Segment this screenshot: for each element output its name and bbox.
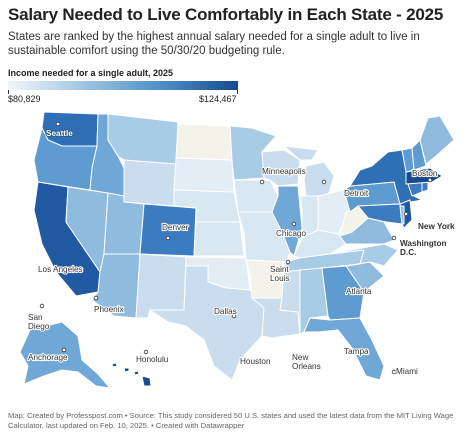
legend-max-label: $124,467 xyxy=(199,94,237,104)
legend-tick-min xyxy=(8,90,9,94)
footer-source-note: Map: Created by Professpost.com • Source… xyxy=(8,411,454,430)
state-delaware[interactable] xyxy=(399,205,405,225)
city-label-dallas: Dallas xyxy=(214,307,237,316)
city-label-houston: Houston xyxy=(240,357,271,366)
city-label-atlanta: Atlanta xyxy=(346,287,372,296)
state-maine[interactable] xyxy=(419,115,455,165)
city-label-detroit: Detroit xyxy=(344,189,369,198)
city-dot-phoenix xyxy=(93,295,99,301)
city-dot-new-york xyxy=(403,211,409,217)
city-label-los-angeles: Los Angeles xyxy=(38,265,83,274)
state-massachusetts[interactable] xyxy=(405,167,443,185)
city-label-denver: Denver xyxy=(162,223,189,232)
city-label-tampa: Tampa xyxy=(344,347,369,356)
city-label-phoenix: Phoenix xyxy=(94,305,124,314)
legend-tick-max xyxy=(237,90,238,94)
chart-title: Salary Needed to Live Comfortably in Eac… xyxy=(8,5,444,24)
chart-subtitle: States are ranked by the highest annual … xyxy=(8,31,420,57)
city-dot-los-angeles xyxy=(63,269,69,275)
city-dot-seattle xyxy=(55,121,61,127)
state-south-dakota[interactable] xyxy=(173,157,235,193)
state-north-carolina[interactable] xyxy=(329,243,399,267)
city-dot-detroit xyxy=(321,179,327,185)
city-dot-houston xyxy=(257,359,263,365)
city-label-seattle: Seattle xyxy=(46,129,73,138)
state-hawaii[interactable] xyxy=(111,362,152,387)
city-dot-new-orleans xyxy=(295,355,301,361)
city-label-miami: Miami xyxy=(396,367,418,376)
city-dot-anchorage xyxy=(61,347,67,353)
city-dot-miami xyxy=(391,369,397,375)
state-north-dakota[interactable] xyxy=(175,123,233,161)
state-alaska[interactable] xyxy=(19,321,111,389)
city-label-minneapolis: Minneapolis xyxy=(262,167,306,176)
city-label-honolulu: Honolulu xyxy=(136,355,169,364)
city-label-chicago: Chicago xyxy=(276,229,306,238)
state-florida[interactable] xyxy=(303,317,385,381)
city-label-saint-louis: Saint Louis xyxy=(270,265,290,283)
city-dot-dallas xyxy=(231,313,237,319)
city-dot-boston xyxy=(427,177,433,183)
state-maryland[interactable] xyxy=(357,203,403,225)
state-new-hampshire[interactable] xyxy=(411,139,427,171)
state-rhode-island[interactable] xyxy=(421,181,429,193)
state-kansas[interactable] xyxy=(193,221,245,257)
city-dot-denver xyxy=(165,235,171,241)
city-dot-minneapolis xyxy=(259,179,265,185)
city-dot-saint-louis xyxy=(285,259,291,265)
state-montana[interactable] xyxy=(107,113,179,165)
city-dot-chicago xyxy=(291,221,297,227)
state-texas[interactable] xyxy=(149,265,265,381)
state-wyoming[interactable] xyxy=(123,159,177,207)
legend-gradient-bar xyxy=(8,81,238,90)
state-new-mexico[interactable] xyxy=(135,253,187,319)
state-illinois[interactable] xyxy=(271,185,303,257)
city-label-san-diego: San Diego xyxy=(28,313,50,331)
city-dot-washington xyxy=(391,235,397,241)
legend-min-label: $80,829 xyxy=(8,94,41,104)
city-dot-atlanta xyxy=(345,289,351,295)
city-label-anchorage: Anchorage xyxy=(28,353,68,362)
state-iowa[interactable] xyxy=(233,179,279,213)
state-wisconsin[interactable] xyxy=(261,149,301,187)
city-dot-san-diego xyxy=(39,303,45,309)
city-label-new-orleans: New Orleans xyxy=(292,353,321,371)
city-label-washington: Washington D.C. xyxy=(400,239,447,257)
city-label-new-york: New York xyxy=(418,222,455,231)
city-dot-honolulu xyxy=(143,349,149,355)
legend-title: Income needed for a single adult, 2025 xyxy=(8,68,174,78)
city-dot-tampa xyxy=(353,349,359,355)
city-label-boston: Boston xyxy=(412,169,438,178)
